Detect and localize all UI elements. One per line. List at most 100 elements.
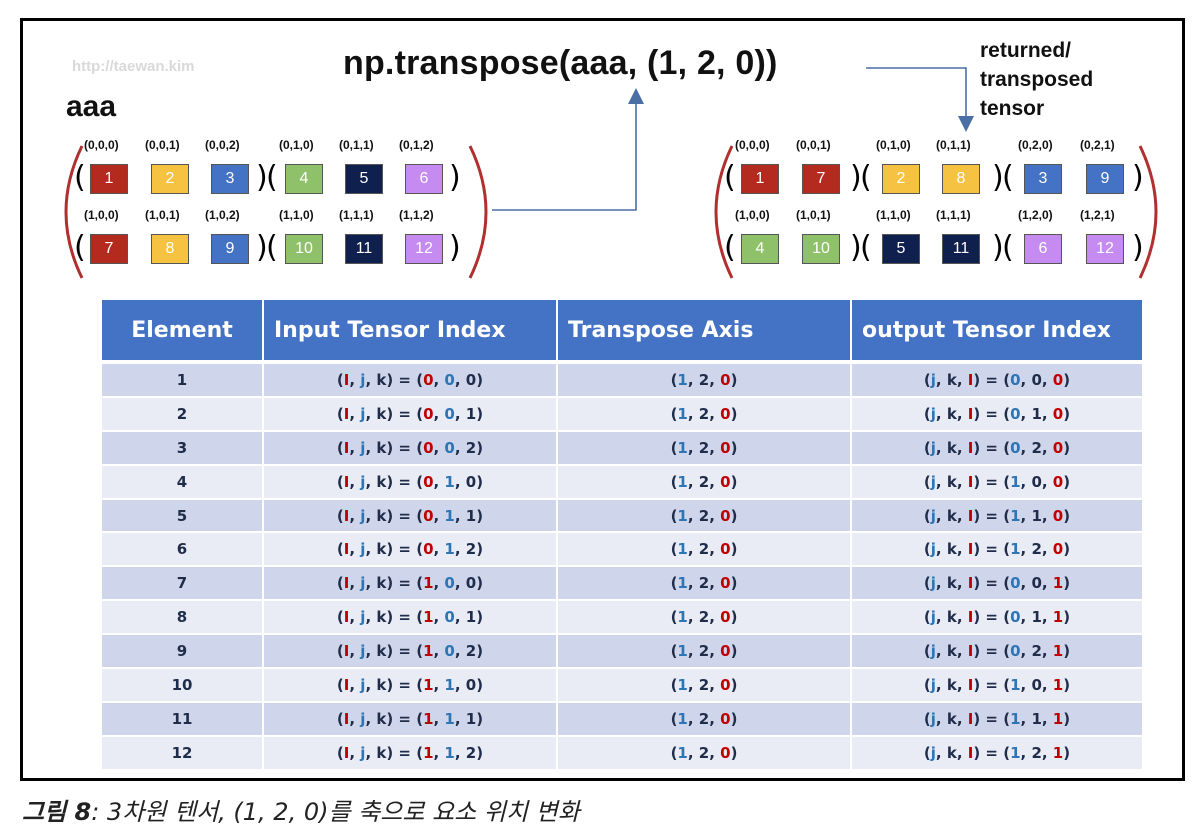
element-cell: 2 — [102, 397, 264, 432]
tuple-part: 0 — [720, 370, 731, 389]
tuple-part: 0 — [1052, 540, 1064, 559]
input-cell: 1 — [90, 164, 128, 194]
input-right-arc — [468, 145, 488, 279]
input-bracket: ( — [266, 160, 278, 195]
tuple-part: 2 — [465, 540, 477, 559]
tuple-part: 1 — [1031, 506, 1042, 525]
table-row: 8 (I, j, k) = (1, 0, 1) (1, 2, 0) (j, k, I)… — [102, 601, 1144, 636]
input-cell: 10 — [285, 234, 323, 264]
input-to-call-arrow — [492, 88, 644, 211]
tuple-part: 1 — [465, 506, 477, 525]
output-cell: 4 — [741, 234, 779, 264]
tuple-part: 0 — [1010, 438, 1021, 457]
output-cell: 2 — [882, 164, 920, 194]
table-row: 12 (I, j, k) = (1, 1, 2) (1, 2, 0) (j, k, I… — [102, 736, 1144, 771]
tuple-part: 2 — [698, 472, 710, 491]
tuple-part: 0 — [1052, 472, 1064, 491]
tuple-part: 1 — [677, 540, 688, 559]
connector-arrows — [64, 67, 1158, 279]
tuple-part: 0 — [1010, 608, 1021, 627]
transpose-axis-cell: (1, 2, 0) — [558, 669, 852, 703]
input-index-cell: (I, j, k) = (1, 1, 0) — [264, 669, 558, 703]
output-index-cell: (j, k, I) = (1, 2, 1) — [852, 736, 1144, 771]
tuple-part: 0 — [1052, 404, 1064, 423]
tuple-part: 0 — [465, 472, 477, 491]
tuple-part: 0 — [720, 506, 731, 525]
output-right-arc — [1138, 145, 1158, 279]
tuple-part: 0 — [1031, 472, 1042, 491]
tuple-part: 0 — [1031, 370, 1042, 389]
output-bracket: ) — [1132, 160, 1144, 195]
input-cell-index: (1,1,2) — [399, 208, 434, 222]
header-output-index: output Tensor Index — [852, 300, 1144, 364]
tuple-part: 2 — [1031, 642, 1042, 661]
tuple-part: 1 — [677, 743, 688, 762]
tuple-part: 1 — [423, 675, 434, 694]
output-index-cell: (j, k, I) = (0, 1, 0) — [852, 397, 1144, 432]
table-row: 2 (I, j, k) = (0, 0, 1) (1, 2, 0) (j, k, I)… — [102, 397, 1144, 432]
output-cell-index: (0,0,1) — [796, 138, 831, 152]
tuple-part: 1 — [444, 709, 455, 728]
input-index-cell: (I, j, k) = (1, 0, 2) — [264, 635, 558, 670]
table-body: 1 (I, j, k) = (0, 0, 0) (1, 2, 0) (j, k, I)… — [102, 364, 1144, 771]
tuple-part: 0 — [720, 743, 731, 762]
transpose-axis-cell: (1, 2, 0) — [558, 736, 852, 771]
output-cell-index: (0,0,0) — [735, 138, 770, 152]
output-cell-index: (1,1,1) — [936, 208, 971, 222]
output-index-cell: (j, k, I) = (1, 0, 0) — [852, 465, 1144, 500]
tuple-part: 0 — [720, 675, 731, 694]
transpose-axis-cell: (1, 2, 0) — [558, 397, 852, 432]
tuple-part: 1 — [677, 404, 688, 423]
output-cell-index: (0,2,1) — [1080, 138, 1115, 152]
tuple-part: 0 — [444, 608, 455, 627]
output-cell-index: (1,0,0) — [735, 208, 770, 222]
element-cell: 9 — [102, 635, 264, 670]
tuple-part: 2 — [698, 540, 710, 559]
tuple-part: 0 — [1031, 675, 1042, 694]
tuple-part: 1 — [423, 709, 434, 728]
tuple-part: 1 — [1031, 608, 1042, 627]
tuple-part: 0 — [720, 472, 731, 491]
tuple-part: 0 — [423, 506, 434, 525]
watermark: http://taewan.kim — [72, 58, 195, 75]
input-index-cell: (I, j, k) = (1, 1, 2) — [264, 736, 558, 771]
tuple-part: 0 — [720, 642, 731, 661]
table-header-row: Element Input Tensor Index Transpose Axi… — [102, 300, 1144, 364]
tuple-part: 0 — [1052, 438, 1064, 457]
returned-label-line: returned/ — [980, 39, 1072, 62]
table-row: 10 (I, j, k) = (1, 1, 0) (1, 2, 0) (j, k, I… — [102, 669, 1144, 703]
output-cell-index: (0,1,1) — [936, 138, 971, 152]
tuple-part: 0 — [720, 540, 731, 559]
transpose-axis-cell: (1, 2, 0) — [558, 567, 852, 602]
input-cell-index: (0,0,1) — [145, 138, 180, 152]
tuple-part: 1 — [423, 574, 434, 593]
input-cell-index: (1,0,2) — [205, 208, 240, 222]
tuple-part: 0 — [1010, 574, 1021, 593]
tuple-part: 0 — [444, 404, 455, 423]
output-cell: 11 — [942, 234, 980, 264]
output-bracket: ( — [1002, 160, 1014, 195]
input-cell: 12 — [405, 234, 443, 264]
tuple-part: 1 — [1010, 540, 1021, 559]
input-bracket: ) — [256, 230, 268, 265]
output-bracket: ( — [860, 160, 872, 195]
tuple-part: 1 — [677, 438, 688, 457]
returned-label-line: transposed — [980, 68, 1094, 91]
header-transpose-axis: Transpose Axis — [558, 300, 852, 364]
input-index-cell: (I, j, k) = (0, 0, 0) — [264, 364, 558, 398]
caption-text: : 3차원 텐서, (1, 2, 0)를 축으로 요소 위치 변화 — [91, 798, 580, 826]
table-row: 11 (I, j, k) = (1, 1, 1) (1, 2, 0) (j, k, I… — [102, 702, 1144, 737]
input-index-cell: (I, j, k) = (0, 1, 1) — [264, 499, 558, 534]
transpose-axis-cell: (1, 2, 0) — [558, 499, 852, 534]
input-cell: 11 — [345, 234, 383, 264]
transpose-table: Element Input Tensor Index Transpose Axi… — [102, 300, 1144, 771]
tuple-part: 2 — [698, 675, 710, 694]
tuple-part: 1 — [465, 608, 477, 627]
input-bracket: ) — [449, 230, 461, 265]
output-bracket: ( — [1002, 230, 1014, 265]
tuple-part: 1 — [1010, 472, 1021, 491]
input-cell: 9 — [211, 234, 249, 264]
returned-tensor-label: returned/ transposed tensor — [980, 36, 1093, 123]
element-cell: 6 — [102, 533, 264, 568]
tuple-part: 2 — [1031, 540, 1042, 559]
